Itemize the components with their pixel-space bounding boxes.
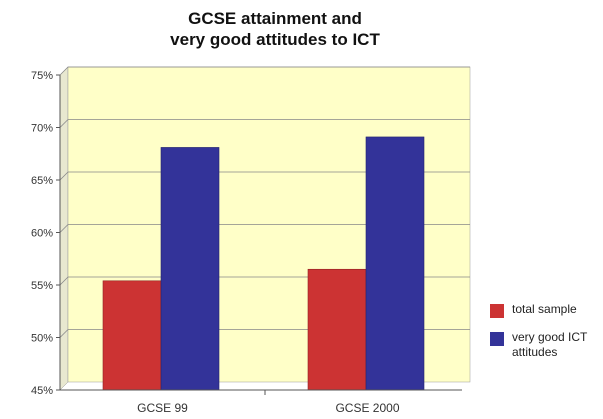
y-tick-label: 60% <box>31 228 53 240</box>
x-tick-label: GCSE 99 <box>137 401 188 415</box>
bar-very-good-ict-attitudes-0: very good ICT attitudes – GCSE 99: 68.1% <box>160 147 220 391</box>
y-tick-label: 45% <box>31 385 53 397</box>
legend-label-total-sample: total sample <box>512 302 577 316</box>
chart-title: GCSE attainment and very good attitudes … <box>60 8 490 50</box>
axes <box>56 74 462 395</box>
bar-very-good-ict-attitudes-1: very good ICT attitudes – GCSE 2000: 69.… <box>365 136 425 391</box>
legend-swatch-total-sample <box>490 304 504 318</box>
bar-total-sample-0: total sample – GCSE 99: 55.4% <box>102 280 162 391</box>
gridline <box>59 171 470 181</box>
legend: total sample very good ICT attitudes <box>490 302 603 372</box>
y-tick-label: 50% <box>31 333 53 345</box>
gridline <box>59 119 470 128</box>
legend-label-very-good-ict-attitudes: very good ICT attitudes <box>512 330 588 359</box>
legend-item-very-good-ict-attitudes: very good ICT attitudes <box>490 330 603 360</box>
bars: total sample – GCSE 99: 55.4%very good I… <box>102 136 425 391</box>
gridline <box>59 224 470 233</box>
tick-labels: 45% 50% 55% 60% 65% 70% 75% GCSE 99 GCSE 2000 <box>31 70 400 415</box>
legend-swatch-very-good-ict-attitudes <box>490 332 504 346</box>
legend-item-total-sample: total sample <box>490 302 603 318</box>
chart-title-line-2: very good attitudes to ICT <box>170 30 380 49</box>
chart-title-line-1: GCSE attainment and <box>188 9 362 28</box>
bar-total-sample-1: total sample – GCSE 2000: 56.5% <box>307 268 367 391</box>
y-tick-label: 75% <box>31 70 53 82</box>
y-tick-label: 65% <box>31 175 53 187</box>
x-tick-label: GCSE 2000 <box>335 401 399 415</box>
y-tick-label: 70% <box>31 123 53 135</box>
gridline <box>59 66 470 76</box>
y-tick-label: 55% <box>31 280 53 292</box>
